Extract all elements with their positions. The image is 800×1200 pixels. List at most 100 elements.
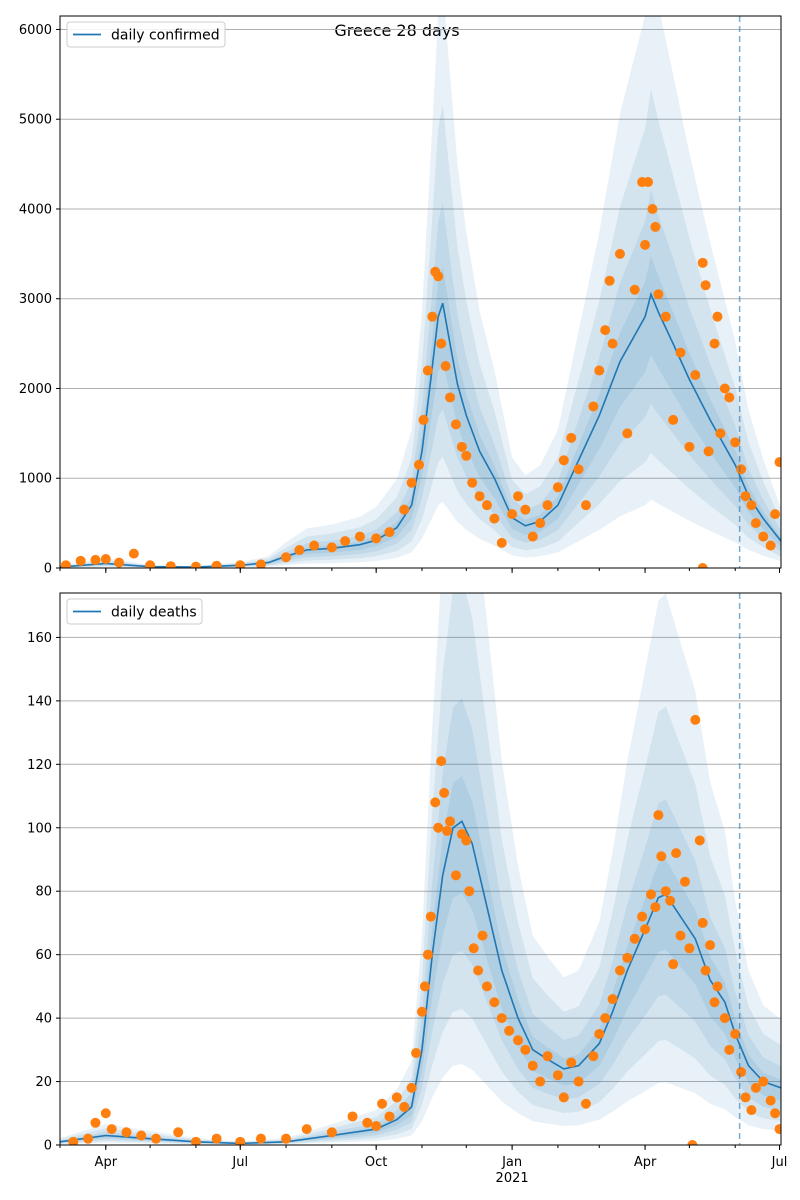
data-point [461,835,472,846]
data-point [647,203,658,214]
data-point [730,1028,741,1039]
x-tick-label: Apr [95,1155,118,1170]
confidence-band [60,776,781,1144]
data-point [190,561,201,568]
x-tick-label: Jan [501,1155,522,1170]
data-point [354,531,365,542]
data-point [504,1025,515,1036]
data-point [513,1035,524,1046]
model-line [60,291,781,568]
data-point [622,952,633,963]
data-point [705,940,716,951]
data-point [746,500,757,511]
y-tick-label: 0 [44,1139,52,1154]
data-point [60,560,71,568]
data-point [774,457,781,468]
data-point [456,441,467,452]
data-point [594,1028,605,1039]
data-point [309,540,320,551]
data-point [151,1133,162,1144]
data-point [671,848,682,859]
data-point [622,428,633,439]
data-point [445,816,456,827]
data-point [736,464,747,475]
data-point [758,1076,769,1087]
data-point [690,370,701,381]
data-point [703,446,714,457]
legend-label: daily deaths [111,605,197,621]
data-point [326,542,337,553]
data-point [573,1076,584,1087]
data-point [566,432,577,443]
data-point [660,311,671,322]
data-point [709,997,720,1008]
data-point [83,1133,94,1144]
legend-box [66,598,203,625]
data-point [765,1095,776,1106]
y-tick-label: 1000 [19,472,52,487]
y-tick-label: 5000 [19,113,52,128]
data-point [719,1013,730,1024]
y-tick-label: 140 [27,694,52,709]
data-point [477,930,488,941]
data-point [489,997,500,1008]
data-point [114,557,125,568]
data-point [90,554,101,565]
data-point [527,1060,538,1071]
data-point [347,1111,358,1122]
data-point [637,911,648,922]
data-point [750,518,761,529]
data-point [712,311,723,322]
y-tick-label: 20 [35,1075,52,1090]
data-point [377,1098,388,1109]
data-point [294,545,305,556]
y-tick-label: 160 [27,631,52,646]
data-point [326,1127,337,1138]
data-point [235,560,246,568]
data-point [614,965,625,976]
data-point [464,886,475,897]
data-point [255,559,266,568]
data-point [740,491,751,502]
data-point [730,437,741,448]
data-point [653,810,664,821]
data-point [414,459,425,470]
data-point [436,756,447,767]
data-point [675,930,686,941]
y-tick-label: 60 [35,948,52,963]
confidence-band [60,190,781,568]
data-point [496,537,507,548]
data-point [697,257,708,268]
data-point [439,787,450,798]
data-point [340,536,351,547]
data-point [496,1013,507,1024]
data-point [128,548,139,559]
data-point [527,531,538,542]
data-point [715,428,726,439]
data-point [700,965,711,976]
data-point [600,1013,611,1024]
data-point [281,1133,292,1144]
data-point [679,876,690,887]
data-point [558,1092,569,1103]
data-point [684,943,695,954]
data-point [399,1101,410,1112]
data-point [604,275,615,286]
data-point [765,540,776,551]
legend-box [66,21,226,48]
data-point [770,509,781,520]
data-point [542,1051,553,1062]
data-point [668,959,679,970]
x-tick-label: Oct [365,1155,387,1170]
data-point [653,289,664,300]
data-point [650,902,661,913]
data-point [467,477,478,488]
data-point [211,1133,222,1144]
data-point [580,500,591,511]
data-point [588,401,599,412]
data-point [100,554,111,565]
data-point [558,455,569,466]
data-point [468,943,479,954]
data-point [430,797,441,808]
